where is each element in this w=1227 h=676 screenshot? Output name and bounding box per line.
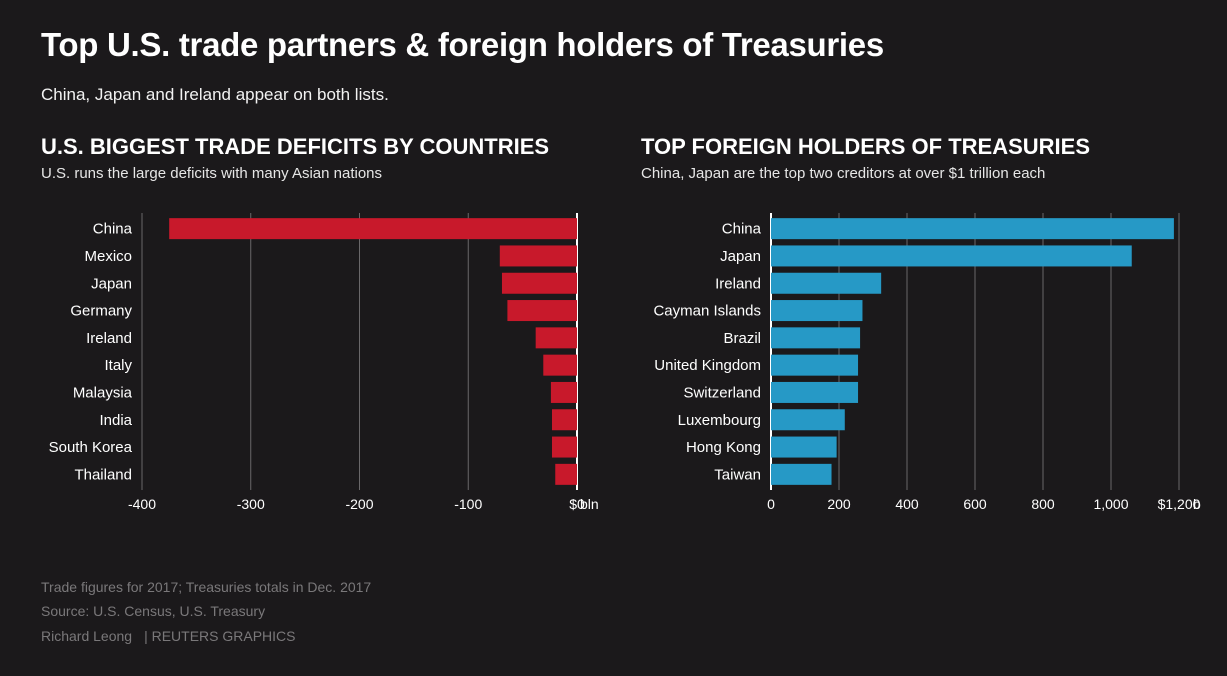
bar-china (771, 218, 1174, 240)
category-label: China (93, 221, 133, 238)
category-label: Luxembourg (678, 412, 761, 429)
left-panel-title: U.S. BIGGEST TRADE DEFICITS BY COUNTRIES (41, 134, 550, 159)
category-label: India (99, 412, 132, 429)
bar-india (551, 409, 577, 431)
tick-label: $0 (569, 496, 585, 512)
bar-switzerland (771, 381, 859, 403)
category-label: Hong Kong (686, 439, 761, 456)
category-label: Ireland (715, 275, 761, 292)
bar-germany (507, 300, 577, 322)
tick-label: -300 (237, 496, 265, 512)
unit-label: b (1193, 496, 1201, 512)
category-label: Cayman Islands (653, 303, 761, 320)
tick-label: 0 (767, 496, 775, 512)
bar-taiwan (771, 463, 832, 485)
category-label: Thailand (74, 466, 132, 483)
category-label: Mexico (84, 248, 132, 265)
bar-south-korea (551, 436, 577, 458)
bar-japan (501, 272, 577, 294)
bar-ireland (535, 327, 577, 349)
unit-label: bln (580, 496, 599, 512)
bar-malaysia (550, 381, 577, 403)
category-label: Japan (91, 275, 132, 292)
footer-credit: Richard Leong | REUTERS GRAPHICS (41, 628, 296, 644)
tick-label: $1,200 (1158, 496, 1201, 512)
tick-label: 400 (895, 496, 919, 512)
tick-label: 800 (1031, 496, 1055, 512)
category-label: Switzerland (683, 384, 761, 401)
left-panel-subtitle: U.S. runs the large deficits with many A… (41, 165, 383, 182)
tick-label: -400 (128, 496, 156, 512)
bar-united-kingdom (771, 354, 859, 376)
tick-label: 600 (963, 496, 987, 512)
tick-label: 200 (827, 496, 851, 512)
tick-label: 1,000 (1093, 496, 1128, 512)
category-label: South Korea (49, 439, 133, 456)
page-subtitle: China, Japan and Ireland appear on both … (41, 85, 389, 104)
footer-author: Richard Leong (41, 628, 133, 644)
category-label: Ireland (86, 330, 132, 347)
tick-label: -200 (345, 496, 373, 512)
category-label: Germany (70, 303, 132, 320)
bar-hong-kong (771, 436, 837, 458)
bar-ireland (771, 272, 882, 294)
bar-china (169, 218, 577, 240)
footer-source: Source: U.S. Census, U.S. Treasury (41, 603, 266, 619)
tick-label: -100 (454, 496, 482, 512)
category-label: Brazil (723, 330, 761, 347)
bar-thailand (555, 463, 577, 485)
bar-italy (543, 354, 577, 376)
right-panel-title: TOP FOREIGN HOLDERS OF TREASURIES (641, 134, 1091, 159)
category-label: Taiwan (714, 466, 761, 483)
bar-japan (771, 245, 1132, 267)
bar-brazil (771, 327, 861, 349)
footer-note: Trade figures for 2017; Treasuries total… (41, 579, 372, 595)
bar-cayman-islands (771, 300, 863, 322)
category-label: Japan (720, 248, 761, 265)
bar-mexico (499, 245, 577, 267)
right-panel-subtitle: China, Japan are the top two creditors a… (641, 165, 1046, 182)
category-label: China (722, 221, 762, 238)
footer-brand: | REUTERS GRAPHICS (144, 628, 296, 644)
page-title: Top U.S. trade partners & foreign holder… (41, 26, 884, 63)
category-label: Italy (104, 357, 132, 374)
bar-luxembourg (771, 409, 845, 431)
category-label: Malaysia (73, 384, 133, 401)
category-label: United Kingdom (654, 357, 761, 374)
